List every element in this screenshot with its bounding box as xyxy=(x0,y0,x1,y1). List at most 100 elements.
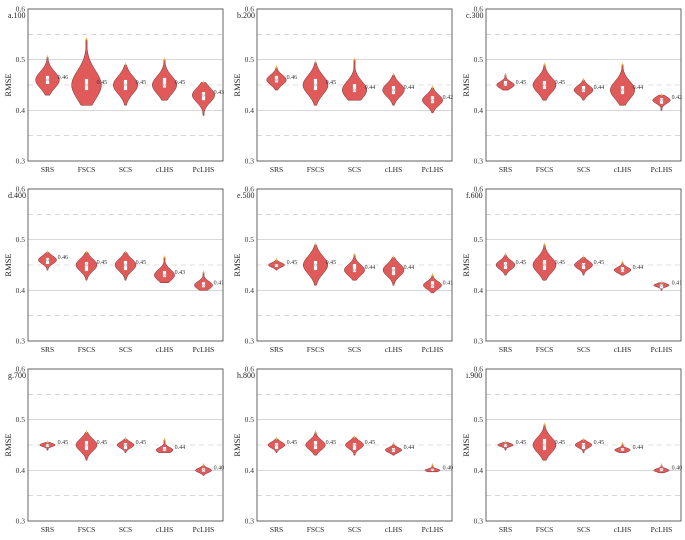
chart-svg: 0.3 0.4 0.5 0.6g.700 RMSE 0.45 SRS 0.45 FSCS 0.45… xyxy=(3,365,225,535)
mean-label: 0.45 xyxy=(136,80,147,86)
y-tick-label: 0.4 xyxy=(245,286,255,295)
plot-frame xyxy=(27,368,224,522)
y-tick-label: 0.5 xyxy=(474,235,484,244)
y-tick-label: 0.3 xyxy=(474,517,484,526)
panel-title: b.200 xyxy=(237,11,255,20)
median-marker xyxy=(46,78,49,82)
median-marker xyxy=(275,443,278,447)
y-tick-label: 0.6 xyxy=(245,185,255,194)
mean-label: 0.44 xyxy=(175,445,186,451)
median-marker xyxy=(46,258,49,262)
mean-label: 0.40 xyxy=(214,465,225,471)
mean-label: 0.45 xyxy=(97,80,108,86)
y-tick-label: 0.5 xyxy=(245,55,255,64)
violin-clhs xyxy=(154,257,175,283)
y-tick-label: 0.4 xyxy=(474,106,484,115)
outlier-point xyxy=(621,261,624,264)
x-category-label: SRS xyxy=(270,165,283,174)
outlier-point xyxy=(85,38,88,41)
mean-label: 0.44 xyxy=(404,85,415,91)
outlier-point xyxy=(202,464,205,467)
outlier-point xyxy=(504,73,507,76)
violin-pclhs xyxy=(194,272,213,291)
y-tick-label: 0.6 xyxy=(474,185,484,194)
median-marker xyxy=(202,284,205,287)
x-category-label: cLHS xyxy=(614,525,632,534)
median-marker xyxy=(85,83,88,87)
chart-panel-e-500: 0.3 0.4 0.5 0.6 e.500 RMSE 0.45 SRS 0.45 FSCS 0.44… xyxy=(229,180,456,360)
outlier-point xyxy=(124,438,127,440)
mean-label: 0.43 xyxy=(214,90,225,96)
median-marker xyxy=(353,88,356,92)
x-category-label: SRS xyxy=(499,345,512,354)
y-tick-label: 0.3 xyxy=(474,337,484,346)
outlier-point xyxy=(85,431,88,434)
mean-label: 0.45 xyxy=(326,80,337,86)
median-marker xyxy=(124,83,127,87)
y-axis-label: RMSE xyxy=(232,433,242,456)
median-marker xyxy=(314,83,317,87)
y-tick-label: 0.3 xyxy=(16,157,26,166)
panel-title: e.500 xyxy=(237,191,255,200)
mean-label: 0.45 xyxy=(136,260,147,266)
outlier-point xyxy=(543,243,546,246)
median-marker xyxy=(504,263,507,267)
outlier-point xyxy=(163,58,166,61)
chart-panel-c-300: 0.3 0.4 0.5 0.6 c.300 RMSE 0.45 SRS 0.45 FSCS 0.44… xyxy=(458,0,685,180)
y-tick-label: 0.4 xyxy=(245,466,255,475)
mean-label: 0.45 xyxy=(326,260,337,266)
x-category-label: PcLHS xyxy=(193,165,215,174)
outlier-point xyxy=(660,281,663,284)
outlier-point xyxy=(504,253,507,256)
mean-label: 0.44 xyxy=(633,445,644,451)
median-marker xyxy=(163,448,166,452)
outlier-point xyxy=(353,436,356,439)
median-marker xyxy=(392,448,395,452)
outlier-point xyxy=(543,423,546,426)
x-category-label: SRS xyxy=(41,525,54,534)
outlier-point xyxy=(275,66,278,69)
median-marker xyxy=(504,443,507,447)
y-tick-label: 0.5 xyxy=(245,415,255,424)
chart-panel-g-700: 0.3 0.4 0.5 0.6 g.700 RMSE 0.45 SRS 0.45 FSCS 0.45… xyxy=(0,360,227,540)
chart-panel-f-600: 0.3 0.4 0.5 0.6 f.600 RMSE 0.45 SRS 0.45 FSCS 0.45… xyxy=(458,180,685,360)
panel-title: h.800 xyxy=(237,371,255,380)
mean-label: 0.45 xyxy=(326,440,337,446)
x-category-label: cLHS xyxy=(614,165,632,174)
outlier-point xyxy=(660,464,663,467)
y-axis-label: RMSE xyxy=(232,253,242,276)
outlier-point xyxy=(392,443,395,445)
y-tick-label: 0.5 xyxy=(245,235,255,244)
x-category-label: SRS xyxy=(270,525,283,534)
y-tick-label: 0.6 xyxy=(16,185,26,194)
x-category-label: cLHS xyxy=(385,345,403,354)
y-tick-label: 0.6 xyxy=(16,365,26,374)
mean-label: 0.45 xyxy=(516,440,527,446)
violin-clhs xyxy=(610,64,635,106)
mean-label: 0.40 xyxy=(443,465,454,471)
iqr-box xyxy=(162,77,167,88)
outlier-point xyxy=(582,79,585,81)
mean-label: 0.45 xyxy=(365,440,376,446)
y-tick-label: 0.3 xyxy=(474,157,484,166)
mean-label: 0.44 xyxy=(633,85,644,91)
x-category-label: SCS xyxy=(348,165,361,174)
outlier-point xyxy=(202,271,205,274)
mean-label: 0.44 xyxy=(404,445,415,451)
x-category-label: PcLHS xyxy=(651,525,673,534)
mean-label: 0.41 xyxy=(443,280,454,286)
mean-label: 0.45 xyxy=(555,80,566,86)
y-tick-label: 0.5 xyxy=(474,55,484,64)
y-tick-label: 0.6 xyxy=(245,365,255,374)
x-category-label: SRS xyxy=(499,165,512,174)
y-tick-label: 0.3 xyxy=(245,157,255,166)
violin-clhs xyxy=(155,439,174,453)
mean-label: 0.46 xyxy=(287,75,298,81)
x-category-label: SRS xyxy=(41,165,54,174)
median-marker xyxy=(163,273,166,277)
outlier-point xyxy=(46,56,49,59)
median-marker xyxy=(353,443,356,447)
chart-panel-a-100: 0.3 0.4 0.5 0.6 a.100 RMSE 0.46 SRS 0.45 FSCS 0.45… xyxy=(0,0,227,180)
x-category-label: SRS xyxy=(270,345,283,354)
x-category-label: FSCS xyxy=(536,165,554,174)
